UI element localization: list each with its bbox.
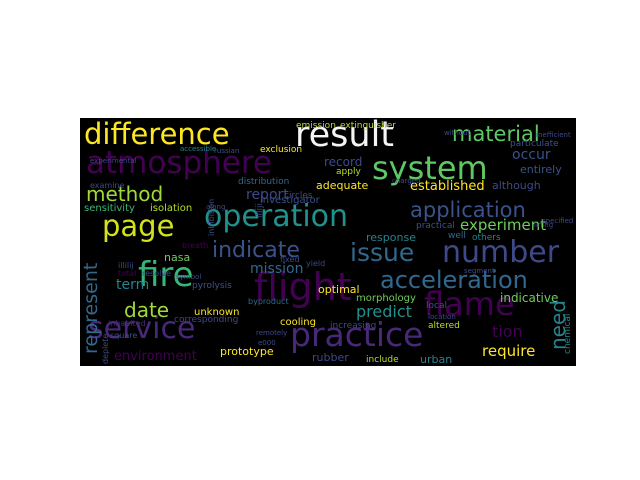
word: chemical xyxy=(563,313,573,354)
word: urban xyxy=(420,353,453,366)
word: illilij xyxy=(118,261,134,270)
word: practical xyxy=(416,221,455,231)
word: result xyxy=(295,118,395,155)
word: rubber xyxy=(312,351,349,364)
word: tion xyxy=(492,322,523,341)
word: indicate xyxy=(212,238,300,263)
word: without xyxy=(444,129,471,137)
word: although xyxy=(492,179,541,192)
word: isolation xyxy=(150,203,193,214)
word: square xyxy=(110,331,138,340)
word: specified xyxy=(542,217,574,225)
word: page xyxy=(102,209,175,243)
word: fire xyxy=(138,255,194,295)
word: local xyxy=(426,301,447,311)
word: sensitivity xyxy=(84,203,135,214)
word: others xyxy=(472,233,501,243)
word: require xyxy=(482,342,536,360)
word: record xyxy=(324,155,363,169)
word: byproduct xyxy=(248,297,289,306)
word: represent xyxy=(80,262,102,354)
word: apply xyxy=(336,167,361,177)
word: well xyxy=(448,231,466,241)
word: extinguisher xyxy=(340,121,396,131)
word: inhabited xyxy=(108,319,146,328)
word: morphology xyxy=(356,293,416,304)
word: response xyxy=(366,231,416,244)
word: accessible xyxy=(180,145,217,153)
word: russian xyxy=(214,147,240,155)
word: indicative xyxy=(500,291,559,305)
word: application xyxy=(410,198,526,222)
word: distribution xyxy=(238,177,290,187)
word: segment xyxy=(464,267,495,275)
word: charged xyxy=(392,177,421,185)
word: along xyxy=(206,203,226,211)
word: optimal xyxy=(318,283,360,296)
word: investigator xyxy=(260,195,320,206)
word: adequate xyxy=(316,179,369,192)
word: examine xyxy=(90,181,125,190)
word: entirely xyxy=(520,163,562,176)
word: total xyxy=(118,269,137,278)
word: cooling xyxy=(280,317,316,328)
word: environment xyxy=(114,349,197,364)
word: predict xyxy=(356,302,412,321)
word: symbol xyxy=(176,273,202,281)
word: pyrolysis xyxy=(192,281,232,291)
word: operation xyxy=(204,199,349,234)
word: term xyxy=(116,277,150,293)
word: yield xyxy=(306,259,326,268)
word: breath xyxy=(182,241,209,250)
word: remotely xyxy=(256,329,288,337)
word: location xyxy=(428,313,456,321)
word: date xyxy=(124,298,170,322)
word: lining xyxy=(534,221,554,229)
word: include xyxy=(366,355,399,365)
word: method xyxy=(86,182,164,206)
word: resolve xyxy=(142,269,171,278)
word: experiment xyxy=(460,216,547,234)
word: experimental xyxy=(90,157,137,165)
word: corresponding xyxy=(174,315,239,325)
word: prototype xyxy=(220,345,274,358)
word-cloud: difference result material atmosphere sy… xyxy=(80,118,576,366)
word: particulate xyxy=(510,139,559,149)
word: atmosphere xyxy=(86,145,272,181)
word: illiji xyxy=(255,202,265,218)
word: practice xyxy=(290,315,424,354)
word: system xyxy=(372,149,488,187)
word: flame xyxy=(424,285,515,323)
word: increasing xyxy=(330,321,377,331)
word: service xyxy=(88,311,196,346)
word: flight xyxy=(254,265,352,309)
word: exclusion xyxy=(260,145,303,155)
word: altered xyxy=(428,321,460,331)
word: e000 xyxy=(258,339,276,347)
word: issue xyxy=(350,238,415,267)
word: mission xyxy=(250,261,304,277)
word: circles xyxy=(284,191,313,201)
word: fixed xyxy=(280,255,300,264)
word: unknown xyxy=(194,307,240,318)
word: nasa xyxy=(164,251,191,264)
word: number xyxy=(442,235,560,270)
word: material xyxy=(452,122,540,146)
word: inefficient xyxy=(536,131,571,139)
word: acceleration xyxy=(380,266,528,294)
word: difference xyxy=(84,118,230,151)
word: emission xyxy=(296,121,336,131)
word: established xyxy=(410,179,485,194)
word: occur xyxy=(512,147,551,163)
word: report xyxy=(246,187,289,203)
word: deplete xyxy=(101,333,110,364)
